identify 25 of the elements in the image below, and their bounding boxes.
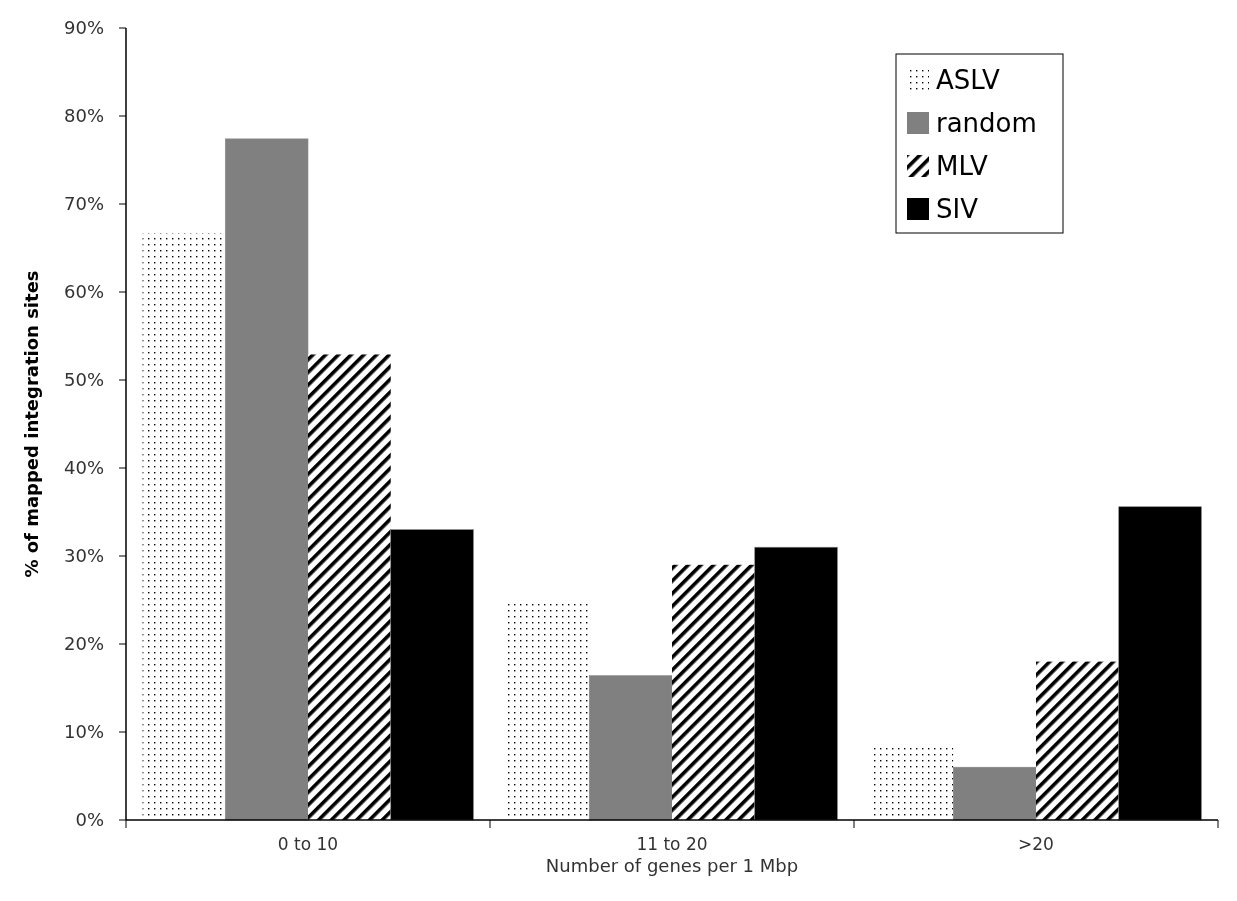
x-tick-label: 0 to 10	[277, 834, 339, 854]
y-tick-label: 90%	[63, 17, 104, 39]
bar	[588, 675, 673, 821]
y-axis-title: % of mapped integration sites	[21, 270, 42, 578]
bar	[308, 354, 391, 820]
legend-label: random	[936, 108, 1037, 139]
x-tick-label: >20	[1018, 834, 1054, 854]
bar	[952, 766, 1037, 821]
y-tick-label: 50%	[63, 369, 104, 391]
x-axis-title: Number of genes per 1 Mbp	[545, 855, 799, 876]
y-tick-label: 70%	[63, 193, 104, 215]
y-tick-label: 80%	[63, 105, 104, 127]
legend-label: ASLV	[936, 65, 1000, 96]
y-tick-label: 40%	[63, 457, 104, 479]
legend-label: SIV	[936, 194, 979, 225]
x-tick-label: 11 to 20	[636, 834, 708, 854]
legend-label: MLV	[936, 151, 989, 182]
bar	[672, 564, 755, 820]
y-tick-label: 60%	[63, 281, 104, 303]
y-tick-label: 0%	[75, 809, 104, 831]
y-tick-label: 10%	[63, 721, 104, 743]
bar	[1036, 661, 1119, 820]
y-tick-label: 30%	[63, 545, 104, 567]
y-tick-label: 20%	[63, 633, 104, 655]
bar	[224, 138, 309, 821]
